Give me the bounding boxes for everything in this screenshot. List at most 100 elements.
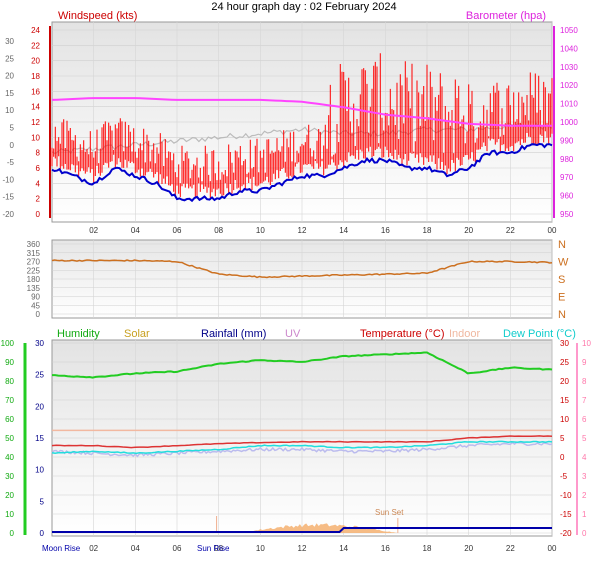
dew-point-line [51, 440, 553, 455]
env-x-tick-label-6: 14 [339, 544, 348, 553]
barometer-tick-label-3: 1020 [560, 81, 578, 90]
wind-x-tick-label-0: 02 [89, 226, 98, 235]
barometer-tick-label-8: 970 [560, 173, 574, 182]
humidity-tick-label-1: 90 [5, 358, 14, 367]
uv-tick-label-5: 5 [582, 434, 587, 443]
outer-tick-label-7: -5 [7, 158, 15, 167]
windspeed-tick-label-6: 12 [31, 118, 40, 127]
env-x-tick-label-0: 02 [89, 544, 98, 553]
uv-tick-label-6: 4 [582, 453, 587, 462]
barometer-tick-label-10: 950 [560, 210, 574, 219]
uv-tick-label-0: 10 [582, 339, 591, 348]
barometer-line [51, 97, 552, 127]
env-x-tick-label-5: 12 [298, 544, 307, 553]
temperature-line [51, 435, 553, 449]
chart-title: 24 hour graph day : 02 February 2024 [211, 1, 396, 13]
temperature-tick-label-5: 5 [560, 434, 565, 443]
legend-indoor: Indoor [449, 328, 481, 340]
temperature-tick-label-6: 0 [560, 453, 565, 462]
uv-tick-label-7: 3 [582, 472, 587, 481]
direction-compass-label-1: W [558, 257, 569, 269]
env-x-tick-label-3: 08 [214, 544, 223, 553]
direction-tick-label-4: 180 [27, 275, 41, 284]
barometer-tick-label-9: 960 [560, 192, 574, 201]
wind-x-tick-label-4: 10 [256, 226, 265, 235]
direction-tick-label-5: 135 [27, 284, 41, 293]
env-x-tick-label-2: 06 [173, 544, 182, 553]
humidity-tick-label-7: 30 [5, 472, 14, 481]
temperature-tick-label-4: 10 [560, 415, 569, 424]
outer-tick-label-0: 30 [5, 37, 14, 46]
direction-tick-label-7: 45 [31, 301, 40, 310]
sun-rise-label: Sun Rise [197, 544, 230, 553]
env-x-tick-label-4: 10 [256, 544, 265, 553]
temperature-tick-label-8: -10 [560, 491, 572, 500]
humidity-tick-label-2: 80 [5, 377, 14, 386]
rain-tick-label-0: 30 [35, 339, 44, 348]
rain-tick-label-5: 5 [40, 497, 45, 506]
legend-dew-point: Dew Point (°C) [503, 328, 576, 340]
humidity-tick-label-4: 60 [5, 415, 14, 424]
rain-tick-label-6: 0 [40, 529, 45, 538]
uv-tick-label-4: 6 [582, 415, 587, 424]
direction-tick-label-6: 90 [31, 293, 40, 302]
wind-x-tick-label-10: 22 [506, 226, 515, 235]
direction-tick-label-8: 0 [36, 310, 41, 319]
windspeed-tick-label-4: 16 [31, 87, 40, 96]
direction-compass-label-3: E [558, 292, 565, 304]
barometer-tick-label-7: 980 [560, 155, 574, 164]
env-x-tick-label-1: 04 [131, 544, 140, 553]
legend-humidity: Humidity [57, 328, 100, 340]
barometer-tick-label-6: 990 [560, 136, 574, 145]
uv-tick-label-2: 8 [582, 377, 587, 386]
temperature-tick-label-0: 30 [560, 339, 569, 348]
lavender-line [51, 441, 553, 458]
wind-x-tick-label-7: 16 [381, 226, 390, 235]
barometer-tick-label-0: 1050 [560, 26, 578, 35]
env-x-tick-label-11: 00 [548, 544, 557, 553]
windspeed-tick-label-12: 0 [36, 210, 41, 219]
windspeed-tick-label-8: 8 [36, 149, 41, 158]
windspeed-tick-label-11: 2 [36, 195, 41, 204]
temperature-tick-label-10: -20 [560, 529, 572, 538]
outer-tick-label-8: -10 [2, 175, 14, 184]
rainfall-line [52, 527, 552, 533]
wind-x-tick-label-11: 00 [548, 226, 557, 235]
temperature-tick-label-1: 25 [560, 358, 569, 367]
windspeed-tick-label-10: 4 [36, 179, 41, 188]
temperature-tick-label-9: -15 [560, 510, 572, 519]
direction-compass-label-2: S [558, 274, 565, 286]
outer-tick-label-3: 15 [5, 89, 14, 98]
legend-temperature: Temperature (°C) [360, 328, 444, 340]
temperature-tick-label-7: -5 [560, 472, 568, 481]
wind-x-tick-label-9: 20 [464, 226, 473, 235]
rain-tick-label-1: 25 [35, 371, 44, 380]
humidity-tick-label-10: 0 [10, 529, 15, 538]
windspeed-axis-title: Windspeed (kts) [58, 10, 137, 22]
temperature-tick-label-2: 20 [560, 377, 569, 386]
uv-tick-label-10: 0 [582, 529, 587, 538]
wind-x-tick-label-6: 14 [339, 226, 348, 235]
humidity-tick-label-3: 70 [5, 396, 14, 405]
legend-solar: Solar [124, 328, 150, 340]
humidity-tick-label-5: 50 [5, 434, 14, 443]
env-x-tick-label-8: 18 [423, 544, 432, 553]
barometer-tick-label-2: 1030 [560, 63, 578, 72]
legend-rainfall: Rainfall (mm) [201, 328, 266, 340]
rain-tick-label-3: 15 [35, 434, 44, 443]
legend-uv: UV [285, 328, 301, 340]
outer-tick-label-5: 5 [10, 124, 15, 133]
uv-tick-label-8: 2 [582, 491, 587, 500]
env-x-tick-label-7: 16 [381, 544, 390, 553]
windspeed-tick-label-7: 10 [31, 133, 40, 142]
barometer-tick-label-1: 1040 [560, 44, 578, 53]
direction-tick-label-2: 270 [27, 258, 41, 267]
humidity-tick-label-0: 100 [1, 339, 15, 348]
windspeed-tick-label-1: 22 [31, 41, 40, 50]
humidity-tick-label-9: 10 [5, 510, 14, 519]
wind-x-tick-label-8: 18 [423, 226, 432, 235]
outer-tick-label-9: -15 [2, 193, 14, 202]
direction-tick-label-1: 315 [27, 249, 41, 258]
env-x-tick-label-9: 20 [464, 544, 473, 553]
